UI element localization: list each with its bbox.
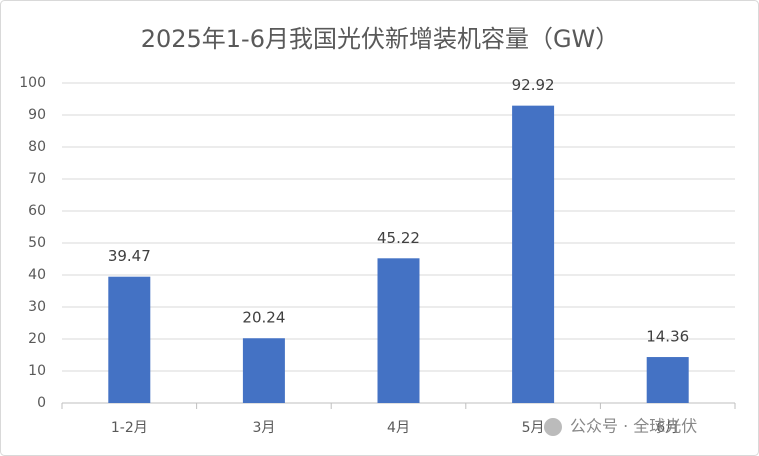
y-tick-label: 70: [28, 171, 46, 187]
bar: [108, 276, 151, 403]
value-label: 20.24: [242, 309, 285, 327]
bar: [242, 338, 285, 403]
y-tick-label: 20: [28, 331, 46, 347]
value-label: 14.36: [646, 328, 689, 346]
y-tick-label: 30: [28, 299, 46, 315]
bar: [646, 357, 689, 403]
value-label: 92.92: [512, 76, 555, 94]
bar: [512, 105, 555, 403]
x-tick-label: 4月: [387, 420, 410, 436]
watermark-group: 公众号 · 全球光伏: [544, 417, 697, 436]
y-tick-label: 90: [28, 107, 46, 123]
x-tick-label: 1-2月: [111, 420, 148, 436]
watermark-icon: [544, 418, 562, 436]
x-tick-label: 6月: [656, 420, 679, 436]
y-tick-label: 60: [28, 203, 46, 219]
y-tick-label: 100: [19, 75, 46, 91]
x-tick-label: 3月: [252, 420, 275, 436]
value-label: 45.22: [377, 229, 420, 247]
y-tick-label: 50: [28, 235, 46, 251]
chart-title: 2025年1-6月我国光伏新增装机容量（GW）: [141, 25, 620, 53]
y-tick-label: 40: [28, 267, 46, 283]
watermark: 公众号 · 全球光伏: [570, 417, 697, 436]
bar: [377, 258, 420, 403]
y-tick-label: 10: [28, 363, 46, 379]
y-tick-label: 0: [37, 395, 46, 411]
y-tick-label: 80: [28, 139, 46, 155]
x-tick-label: 5月: [522, 420, 545, 436]
value-label: 39.47: [108, 247, 151, 265]
